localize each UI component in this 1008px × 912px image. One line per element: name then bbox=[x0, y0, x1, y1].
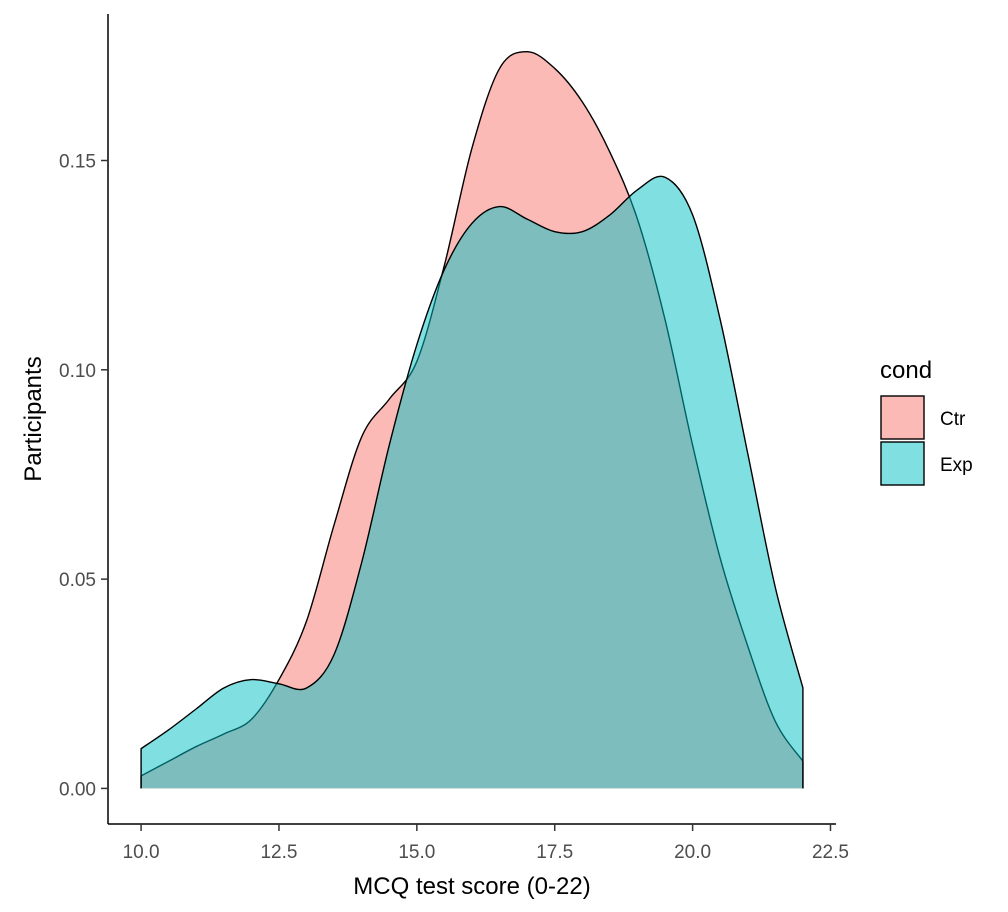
density-area-exp bbox=[141, 176, 803, 789]
legend-key-ctr bbox=[880, 395, 925, 440]
legend-items: Ctr Exp bbox=[880, 395, 973, 486]
y-tick-label: 0.10 bbox=[59, 361, 96, 382]
y-tick-label: 0.05 bbox=[59, 570, 96, 591]
x-tick-label: 17.5 bbox=[536, 842, 573, 863]
legend: cond Ctr Exp bbox=[880, 357, 973, 486]
x-tick-label: 12.5 bbox=[260, 842, 297, 863]
legend-title: cond bbox=[880, 357, 932, 384]
x-tick-label: 20.0 bbox=[674, 842, 711, 863]
axes bbox=[107, 14, 836, 825]
x-tick-label: 22.5 bbox=[812, 842, 849, 863]
x-tick-label: 15.0 bbox=[398, 842, 435, 863]
x-axis-ticks: 10.0 12.5 15.0 17.5 20.0 22.5 bbox=[123, 824, 849, 863]
legend-key-exp bbox=[880, 441, 925, 486]
legend-label-ctr: Ctr bbox=[940, 409, 966, 430]
density-outline-exp bbox=[140, 175, 804, 789]
y-axis-title: Participants bbox=[20, 356, 47, 481]
x-axis-title: MCQ test score (0-22) bbox=[353, 873, 590, 900]
legend-label-exp: Exp bbox=[940, 455, 973, 476]
x-tick-label: 10.0 bbox=[123, 842, 160, 863]
density-areas bbox=[140, 50, 804, 789]
y-tick-label: 0.15 bbox=[59, 152, 96, 173]
y-tick-label: 0.00 bbox=[59, 779, 96, 800]
y-axis-ticks: 0.00 0.05 0.10 0.15 bbox=[59, 152, 108, 800]
